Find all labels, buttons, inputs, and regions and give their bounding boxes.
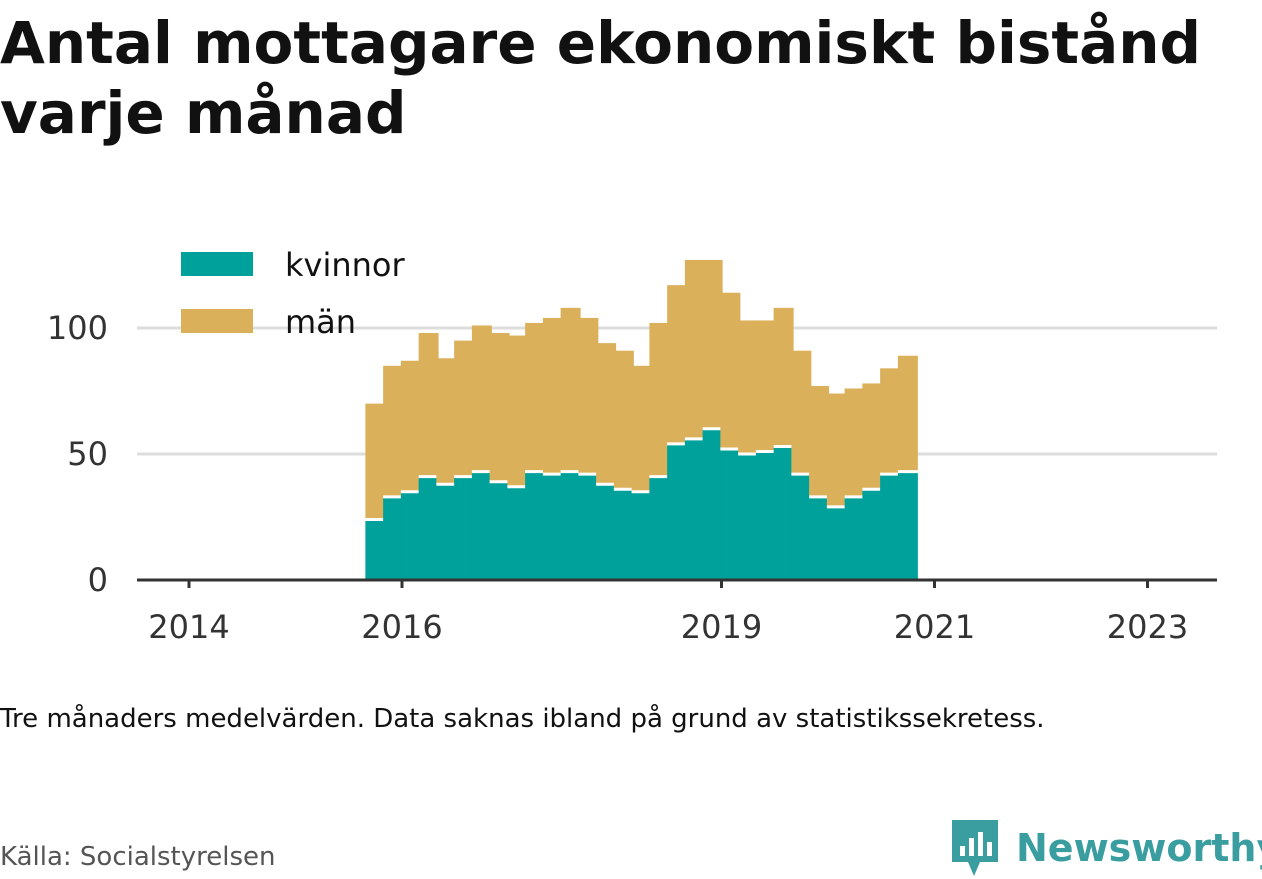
bar-man <box>507 335 528 487</box>
bars <box>365 259 918 580</box>
bar-kvinnor <box>809 496 830 580</box>
bar-man <box>400 360 421 492</box>
bar-kvinnor <box>400 491 421 580</box>
brand: Newsworthy <box>950 818 1262 878</box>
x-tick-label: 2019 <box>681 608 762 646</box>
bar-kvinnor <box>684 438 705 580</box>
source-text: Källa: Socialstyrelsen <box>0 842 276 872</box>
bar-man <box>791 350 812 475</box>
bar-man <box>454 340 475 477</box>
bar-kvinnor <box>773 446 794 580</box>
bar-kvinnor <box>702 428 723 580</box>
bar-man <box>560 307 581 472</box>
bar-kvinnor <box>418 476 439 580</box>
bar-kvinnor <box>383 496 404 580</box>
bar-kvinnor <box>596 484 617 580</box>
bar-kvinnor <box>720 448 741 580</box>
legend: kvinnor män <box>181 246 406 341</box>
bar-kvinnor <box>365 519 386 580</box>
legend-swatch-kvinnor <box>181 252 253 276</box>
chart-note: Tre månaders medelvärden. Data saknas ib… <box>0 704 1045 734</box>
bar-kvinnor <box>613 489 634 580</box>
bar-man <box>844 388 865 497</box>
bar-kvinnor <box>578 474 599 580</box>
legend-label-kvinnor: kvinnor <box>285 246 406 284</box>
bar-man <box>418 333 439 477</box>
bar-man <box>383 365 404 497</box>
bar-man <box>720 292 741 449</box>
bar-man <box>365 403 386 520</box>
axes: 2014 2016 2019 2021 2023 <box>137 578 1217 646</box>
bar-man <box>773 307 794 447</box>
chart-title: Antal mottagare ekonomiskt bistånd varje… <box>0 9 1202 147</box>
bar-man <box>631 365 652 492</box>
brand-name: Newsworthy <box>1016 826 1262 870</box>
bar-man <box>702 259 723 429</box>
bar-man <box>738 320 759 454</box>
bar-kvinnor <box>507 486 528 580</box>
bar-man <box>489 333 510 482</box>
bar-kvinnor <box>542 474 563 580</box>
bar-man <box>755 320 776 452</box>
bar-kvinnor <box>471 471 492 580</box>
bar-kvinnor <box>560 471 581 580</box>
bar-man <box>897 355 918 472</box>
y-tick-label: 100 <box>47 309 108 347</box>
bar-kvinnor <box>738 454 759 580</box>
newsworthy-logo-icon <box>952 820 998 876</box>
bar-man <box>862 383 883 490</box>
x-tick-label: 2016 <box>361 608 442 646</box>
bar-man <box>826 393 847 507</box>
bar-man <box>525 322 546 472</box>
x-tick-label: 2023 <box>1107 608 1188 646</box>
bar-kvinnor <box>897 471 918 580</box>
legend-label-man: män <box>285 303 356 341</box>
bar-man <box>684 259 705 439</box>
bar-man <box>471 325 492 472</box>
bar-kvinnor <box>436 484 457 580</box>
bar-man <box>809 385 830 497</box>
y-tick-label: 50 <box>67 435 108 473</box>
bar-kvinnor <box>525 471 546 580</box>
bar-man <box>613 350 634 490</box>
legend-swatch-man <box>181 309 253 333</box>
bar-man <box>880 368 901 475</box>
bar-kvinnor <box>826 506 847 580</box>
bar-man <box>667 285 688 444</box>
bar-kvinnor <box>844 496 865 580</box>
bar-kvinnor <box>667 443 688 580</box>
bar-kvinnor <box>489 481 510 580</box>
bar-kvinnor <box>454 476 475 580</box>
stacked-bar-chart: 0 50 100 2014 2016 2019 2021 2023 kvinnor män <box>47 246 1217 646</box>
bar-kvinnor <box>880 474 901 580</box>
bar-man <box>649 322 670 477</box>
bar-kvinnor <box>631 491 652 580</box>
bar-kvinnor <box>862 489 883 580</box>
y-tick-label: 0 <box>88 561 108 599</box>
bar-man <box>596 343 617 485</box>
bar-kvinnor <box>755 451 776 580</box>
x-tick-label: 2014 <box>148 608 229 646</box>
bar-kvinnor <box>791 474 812 580</box>
x-tick-label: 2021 <box>894 608 975 646</box>
bar-man <box>578 317 599 475</box>
bar-man <box>436 358 457 485</box>
bar-man <box>542 317 563 475</box>
bar-kvinnor <box>649 476 670 580</box>
